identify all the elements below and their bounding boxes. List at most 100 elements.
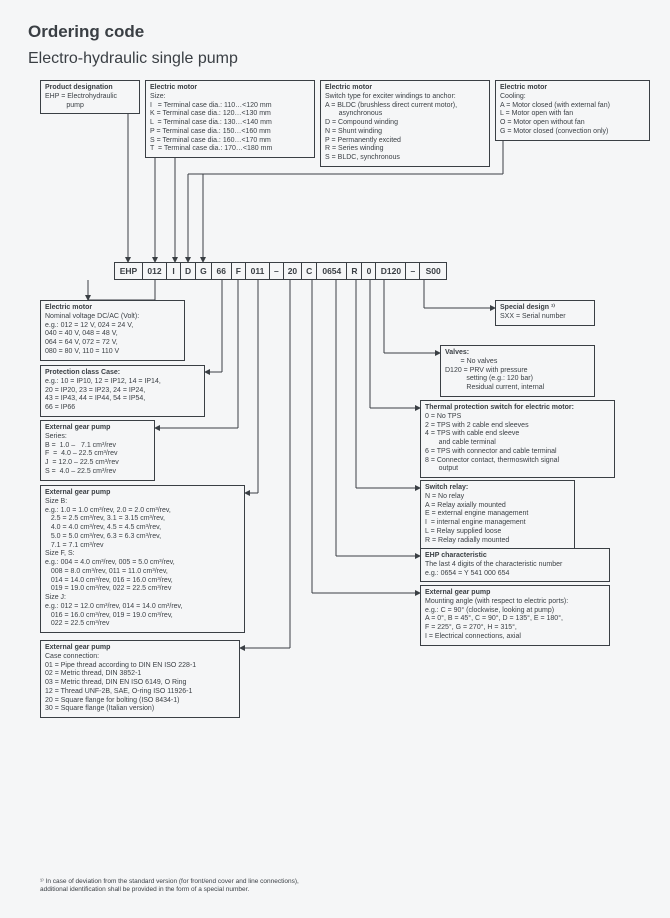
info-box-heading: Electric motor xyxy=(150,84,310,93)
info-box-line: S = 4.0 – 22.5 cm³/rev xyxy=(45,468,150,477)
info-box-line: Size: xyxy=(150,93,310,102)
info-box-line: 040 = 40 V, 048 = 48 V, xyxy=(45,330,180,339)
info-box-heading: External gear pump xyxy=(45,489,240,498)
info-box-line: Size J: xyxy=(45,594,240,603)
info-box-protectionClass: Protection class Case:e.g.: 10 = IP10, 1… xyxy=(40,365,205,417)
info-box-line: e.g.: 012 = 12.0 cm³/rev, 014 = 14.0 cm³… xyxy=(45,603,240,612)
info-box-line: 03 = Metric thread, DIN EN ISO 6149, O R… xyxy=(45,679,235,688)
info-box-line: output xyxy=(425,465,610,474)
info-box-caseConnection: External gear pumpCase connection:01 = P… xyxy=(40,640,240,718)
info-box-line: Size F, S: xyxy=(45,550,240,559)
info-box-heading: Electric motor xyxy=(500,84,645,93)
info-box-line: P = Terminal case dia.: 150…<160 mm xyxy=(150,128,310,137)
info-box-line: SXX = Serial number xyxy=(500,313,590,322)
info-box-electricMotorSize: Electric motorSize:I = Terminal case dia… xyxy=(145,80,315,158)
info-box-line: EHP = Electrohydraulic xyxy=(45,93,135,102)
info-box-heading: External gear pump xyxy=(45,424,150,433)
info-box-line: 20 = Square flange for bolting (ISO 8434… xyxy=(45,697,235,706)
info-box-heading: External gear pump xyxy=(425,589,605,598)
info-box-line: 43 = IP43, 44 = IP44, 54 = IP54, xyxy=(45,395,200,404)
code-cell: F xyxy=(232,263,246,279)
info-box-heading: Switch relay: xyxy=(425,484,570,493)
info-box-line: 30 = Square flange (Italian version) xyxy=(45,705,235,714)
info-box-heading: External gear pump xyxy=(45,644,235,653)
info-box-line: asynchronous xyxy=(325,110,485,119)
info-box-heading: Thermal protection switch for electric m… xyxy=(425,404,610,413)
code-cell: S00 xyxy=(420,263,446,279)
code-cell: G xyxy=(196,263,212,279)
info-box-line: L = Relay supplied loose xyxy=(425,528,570,537)
ordering-code-bar: EHP012IDG66F011–20C0654R0D120–S00 xyxy=(114,262,447,280)
info-box-line: 6 = TPS with connector and cable termina… xyxy=(425,448,610,457)
info-box-heading: Electric motor xyxy=(45,304,180,313)
info-box-line: e.g.: C = 90° (clockwise, looking at pum… xyxy=(425,607,605,616)
info-box-heading: EHP characteristic xyxy=(425,552,605,561)
footnote-line: additional identification shall be provi… xyxy=(40,886,299,894)
info-box-line: 016 = 16.0 cm³/rev, 019 = 19.0 cm³/rev, xyxy=(45,612,240,621)
info-box-line: Nominal voltage DC/AC (Volt): xyxy=(45,313,180,322)
footnote-line: ¹⁾ In case of deviation from the standar… xyxy=(40,878,299,886)
info-box-line: Cooling: xyxy=(500,93,645,102)
info-box-line: I = Terminal case dia.: 110…<120 mm xyxy=(150,102,310,111)
info-box-line: e.g.: 0654 = Y 541 000 654 xyxy=(425,570,605,579)
info-box-line: N = No relay xyxy=(425,493,570,502)
code-cell: 012 xyxy=(143,263,167,279)
info-box-line: J = 12.0 – 22.5 cm³/rev xyxy=(45,459,150,468)
code-cell: C xyxy=(302,263,317,279)
info-box-line: and cable terminal xyxy=(425,439,610,448)
code-cell: EHP xyxy=(115,263,143,279)
info-box-line: 008 = 8.0 cm³/rev, 011 = 11.0 cm³/rev, xyxy=(45,568,240,577)
code-cell: 011 xyxy=(246,263,270,279)
info-box-line: A = Relay axially mounted xyxy=(425,502,570,511)
info-box-tps: Thermal protection switch for electric m… xyxy=(420,400,615,478)
info-box-line: L = Motor open with fan xyxy=(500,110,645,119)
info-box-heading: Valves: xyxy=(445,349,590,358)
info-box-line: D120 = PRV with pressure xyxy=(445,367,590,376)
info-box-electricMotorCooling: Electric motorCooling:A = Motor closed (… xyxy=(495,80,650,141)
info-box-line: Series: xyxy=(45,433,150,442)
info-box-line: 080 = 80 V, 110 = 110 V xyxy=(45,348,180,357)
info-box-line: T = Terminal case dia.: 170…<180 mm xyxy=(150,145,310,154)
info-box-line: I = internal engine management xyxy=(425,519,570,528)
info-box-switchRelay: Switch relay:N = No relayA = Relay axial… xyxy=(420,480,575,549)
info-box-line: Mounting angle (with respect to electric… xyxy=(425,598,605,607)
info-box-line: 7.1 = 7.1 cm³/rev xyxy=(45,542,240,551)
info-box-line: Size B: xyxy=(45,498,240,507)
info-box-heading: Electric motor xyxy=(325,84,485,93)
info-box-line: N = Shunt winding xyxy=(325,128,485,137)
info-box-nominalVoltage: Electric motorNominal voltage DC/AC (Vol… xyxy=(40,300,185,361)
code-cell: D xyxy=(181,263,196,279)
info-box-line: S = BLDC, synchronous xyxy=(325,154,485,163)
info-box-line: 12 = Thread UNF-2B, SAE, O-ring ISO 1192… xyxy=(45,688,235,697)
info-box-line: F = 225°, G = 270°, H = 315°, xyxy=(425,624,605,633)
info-box-line: 064 = 64 V, 072 = 72 V, xyxy=(45,339,180,348)
info-box-specialDesign: Special design ¹⁾SXX = Serial number xyxy=(495,300,595,326)
info-box-line: Residual current, internal xyxy=(445,384,590,393)
info-box-line: e.g.: 012 = 12 V, 024 = 24 V, xyxy=(45,322,180,331)
info-box-productDesignation: Product designationEHP = Electrohydrauli… xyxy=(40,80,140,114)
info-box-line: = No valves xyxy=(445,358,590,367)
info-box-gearPumpSize: External gear pumpSize B:e.g.: 1.0 = 1.0… xyxy=(40,485,245,633)
info-box-line: A = Motor closed (with external fan) xyxy=(500,102,645,111)
info-box-ehpChar: EHP characteristicThe last 4 digits of t… xyxy=(420,548,610,582)
info-box-line: R = Series winding xyxy=(325,145,485,154)
info-box-line: P = Permanently excited xyxy=(325,137,485,146)
info-box-line: setting (e.g.: 120 bar) xyxy=(445,375,590,384)
info-box-line: O = Motor open without fan xyxy=(500,119,645,128)
code-cell: 0654 xyxy=(317,263,347,279)
info-box-line: Switch type for exciter windings to anch… xyxy=(325,93,485,102)
info-box-line: Case connection: xyxy=(45,653,235,662)
info-box-line: e.g.: 004 = 4.0 cm³/rev, 005 = 5.0 cm³/r… xyxy=(45,559,240,568)
code-cell: – xyxy=(406,263,420,279)
code-cell: D120 xyxy=(376,263,406,279)
info-box-line: e.g.: 1.0 = 1.0 cm³/rev, 2.0 = 2.0 cm³/r… xyxy=(45,507,240,516)
info-box-line: S = Terminal case dia.: 160…<170 mm xyxy=(150,137,310,146)
code-cell: 20 xyxy=(284,263,302,279)
info-box-line: F = 4.0 – 22.5 cm³/rev xyxy=(45,450,150,459)
info-box-line: B = 1.0 – 7.1 cm³/rev xyxy=(45,442,150,451)
info-box-line: The last 4 digits of the characteristic … xyxy=(425,561,605,570)
info-box-line: 022 = 22.5 cm³/rev xyxy=(45,620,240,629)
info-box-line: L = Terminal case dia.: 130…<140 mm xyxy=(150,119,310,128)
info-box-line: E = external engine management xyxy=(425,510,570,519)
info-box-heading: Protection class Case: xyxy=(45,369,200,378)
